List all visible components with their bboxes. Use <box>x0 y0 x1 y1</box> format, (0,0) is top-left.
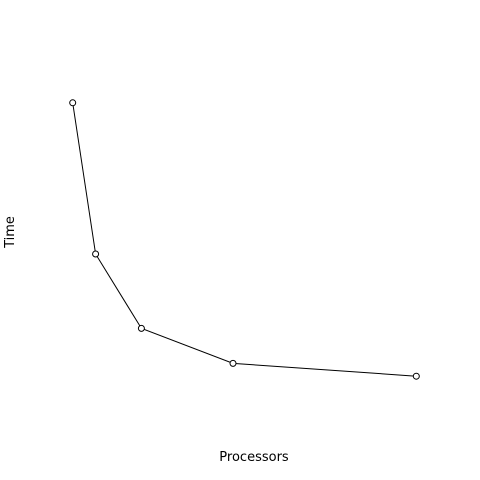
data-point-5 <box>412 372 420 380</box>
data-point-4 <box>229 359 237 367</box>
x-axis-label: Processors <box>219 450 289 465</box>
data-point-3 <box>137 324 145 332</box>
data-point-2 <box>92 250 100 258</box>
data-points <box>69 99 420 380</box>
plot-area <box>69 99 420 380</box>
y-axis-label: Time <box>3 216 18 249</box>
data-point-1 <box>69 99 77 107</box>
series-line <box>72 102 417 377</box>
